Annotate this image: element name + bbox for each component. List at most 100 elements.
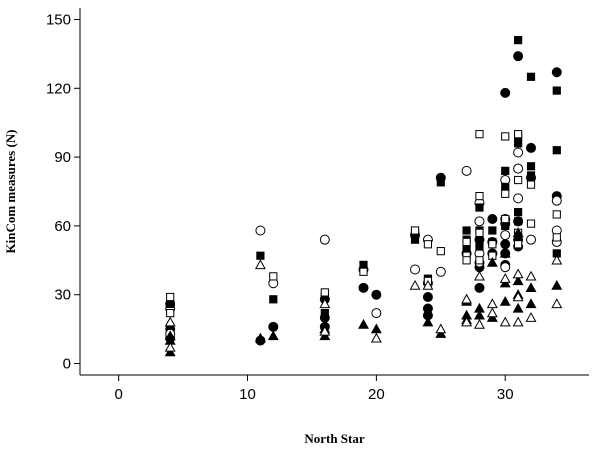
open-triangle-point [499,273,511,283]
open-circle-point [513,193,524,204]
filled-triangle-point [358,318,369,329]
open-triangle-point [499,316,511,327]
x-tick-label: 20 [368,386,385,403]
open-square-point [166,308,175,318]
open-square-point [501,132,510,141]
filled-square-point [501,221,510,231]
open-square-point [514,240,523,249]
open-triangle-point [512,268,524,279]
filled-square-point [501,166,510,175]
x-tick-label: 0 [114,386,122,403]
filled-circle-point [474,282,485,293]
filled-circle-point [422,292,433,303]
filled-square-point [514,139,523,148]
open-square-point [475,130,484,139]
open-square-point [320,288,329,297]
open-square-point [423,240,433,249]
data-points [164,36,563,357]
filled-square-point [514,36,523,45]
open-circle-point [474,216,485,227]
y-tick-label: 120 [46,80,71,97]
filled-circle-point [526,142,537,153]
filled-circle-point [358,282,369,293]
axes [79,8,589,376]
open-square-point [526,219,536,228]
filled-circle-point [487,214,498,225]
open-square-point [488,240,497,249]
filled-triangle-point [525,298,537,309]
filled-square-point [320,308,329,318]
filled-square-point [514,208,523,217]
open-circle-point [513,163,524,174]
open-triangle-point [422,279,434,290]
open-square-point [475,191,484,201]
open-square-point [410,226,420,235]
open-circle-point [319,234,330,245]
open-square-point [514,130,523,139]
open-triangle-point [164,341,176,352]
open-triangle-point [551,298,563,309]
filled-circle-point [268,321,279,332]
filled-triangle-point [525,282,537,293]
x-axis-title: North Star [304,431,365,446]
x-tick-label: 30 [497,386,514,403]
filled-triangle-point [512,227,524,237]
open-triangle-point [551,254,563,265]
open-circle-point [551,195,562,206]
filled-square-point [552,86,561,95]
filled-triangle-point [551,279,563,290]
open-circle-point [500,262,511,273]
filled-circle-point [551,67,562,78]
open-circle-point [410,264,421,275]
y-tick-label: 150 [46,11,71,28]
filled-square-point [475,203,484,212]
tick-group: 0 30 60 90 120 150 0 10 20 30 [46,11,514,403]
open-square-point [166,292,175,302]
open-square-point [475,256,484,265]
open-circle-point [513,147,524,158]
filled-square-point [475,242,484,251]
open-triangle-point [525,312,537,322]
open-triangle-point [486,298,498,309]
open-square-point [269,272,278,281]
open-circle-point [526,234,537,245]
filled-square-point [410,235,420,244]
filled-triangle-point [512,275,524,286]
open-triangle-point [254,259,266,270]
open-square-point [501,214,510,224]
open-triangle-point [164,316,176,327]
open-triangle-point [474,270,485,281]
open-triangle-point [319,298,331,309]
filled-square-point [462,226,471,235]
open-circle-point [500,230,511,241]
open-triangle-point [474,318,485,329]
filled-triangle-point [486,256,498,267]
filled-square-point [436,178,445,187]
open-square-point [475,228,484,237]
filled-square-point [552,146,561,155]
filled-square-point [269,295,278,304]
filled-square-point [526,72,536,81]
open-square-point [462,237,471,247]
open-circle-point [461,165,472,176]
open-triangle-point [370,332,382,343]
open-triangle-point [512,291,524,302]
filled-square-point [488,226,497,235]
filled-square-point [501,182,510,192]
open-triangle-point [435,323,447,334]
open-square-point [501,189,510,198]
filled-triangle-point [422,316,434,327]
filled-circle-point [513,51,524,62]
filled-square-point [526,171,536,180]
filled-circle-point [500,87,511,98]
filled-triangle-point [267,330,279,341]
open-triangle-point [319,325,331,336]
open-square-point [359,267,368,276]
filled-triangle-point [370,323,382,334]
y-tick-label: 30 [54,287,71,304]
open-triangle-point [525,270,537,281]
y-tick-label: 0 [63,356,71,373]
open-triangle-point [461,293,473,304]
filled-triangle-point [499,295,511,306]
